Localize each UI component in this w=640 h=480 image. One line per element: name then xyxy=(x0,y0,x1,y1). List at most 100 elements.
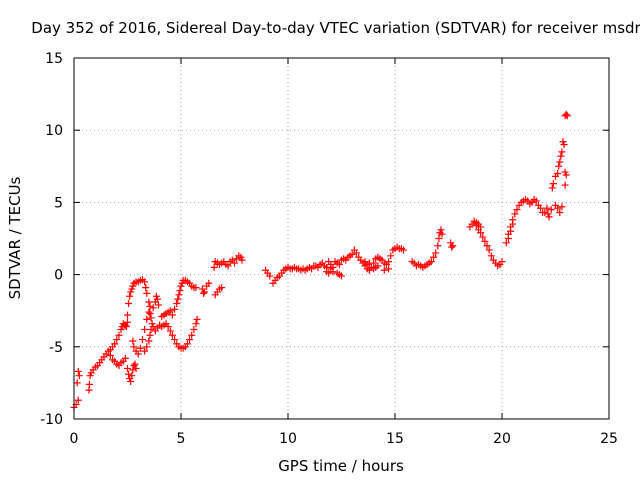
data-point xyxy=(498,258,506,266)
data-point xyxy=(548,184,556,192)
data-point xyxy=(335,260,343,268)
data-point xyxy=(238,256,246,264)
data-point xyxy=(509,220,517,228)
y-tick-labels: -10 -5 0 5 10 15 xyxy=(40,51,63,428)
data-point xyxy=(146,310,154,318)
x-axis-label: GPS time / hours xyxy=(278,457,404,475)
data-point xyxy=(143,289,151,297)
data-point xyxy=(348,250,356,258)
data-point xyxy=(141,347,149,355)
data-point xyxy=(438,230,446,238)
data-point xyxy=(513,206,521,214)
data-point xyxy=(400,246,408,254)
data-point xyxy=(113,336,121,344)
data-point xyxy=(188,331,196,339)
data-point xyxy=(558,148,566,156)
y-tick-label: -5 xyxy=(49,340,63,356)
axis-ticks xyxy=(73,57,610,420)
data-point xyxy=(555,162,563,170)
data-point xyxy=(385,258,393,266)
data-point xyxy=(266,272,274,280)
data-point xyxy=(131,360,139,368)
data-point xyxy=(434,242,442,250)
data-point xyxy=(352,249,360,257)
data-point xyxy=(190,325,198,333)
x-tick-label: 25 xyxy=(600,431,618,447)
data-point xyxy=(145,298,153,306)
x-tick-label: 0 xyxy=(70,431,79,447)
y-tick-label: -10 xyxy=(40,412,63,428)
x-tick-label: 5 xyxy=(177,431,186,447)
data-point xyxy=(338,272,345,280)
data-point xyxy=(210,263,218,271)
data-point xyxy=(153,295,161,303)
data-point xyxy=(166,307,174,315)
x-tick-label: 15 xyxy=(386,431,404,447)
plot-frame xyxy=(73,57,610,420)
x-tick-label: 20 xyxy=(493,431,511,447)
data-point xyxy=(502,239,510,247)
data-point xyxy=(541,209,549,217)
data-point xyxy=(481,237,489,245)
data-point xyxy=(173,299,181,307)
data-point xyxy=(115,331,123,339)
data-point xyxy=(125,370,133,378)
x-tick-label: 10 xyxy=(279,431,297,447)
data-point xyxy=(130,343,138,351)
data-point xyxy=(125,299,133,307)
data-point xyxy=(85,380,93,388)
data-point xyxy=(477,223,485,231)
data-point xyxy=(193,315,201,323)
data-point xyxy=(147,314,155,322)
data-points xyxy=(70,110,571,411)
data-point xyxy=(374,262,382,270)
data-point xyxy=(149,323,157,331)
data-point xyxy=(479,233,487,241)
data-point xyxy=(511,210,519,218)
data-point xyxy=(437,226,445,234)
data-point xyxy=(562,110,570,118)
data-point xyxy=(171,305,179,313)
data-point xyxy=(487,252,495,260)
y-tick-label: 15 xyxy=(45,51,63,67)
data-point xyxy=(138,336,146,344)
data-point xyxy=(141,278,149,286)
data-point xyxy=(365,259,373,267)
data-point xyxy=(124,311,131,319)
data-point xyxy=(543,204,551,212)
data-point xyxy=(562,171,570,179)
data-point xyxy=(218,284,226,292)
data-point xyxy=(124,318,131,326)
data-point xyxy=(168,331,176,339)
data-point xyxy=(448,243,456,251)
data-point xyxy=(192,320,200,328)
data-point xyxy=(224,262,232,270)
chart-title: Day 352 of 2016, Sidereal Day-to-day VTE… xyxy=(31,19,640,37)
data-point xyxy=(121,354,129,362)
data-point xyxy=(75,372,83,380)
data-point xyxy=(231,259,238,267)
data-point xyxy=(554,204,562,212)
data-point xyxy=(186,336,194,344)
data-point xyxy=(128,372,136,380)
data-point xyxy=(432,249,440,257)
y-tick-label: 0 xyxy=(54,268,63,284)
data-point xyxy=(145,308,153,316)
data-point xyxy=(136,344,144,352)
data-point xyxy=(146,331,154,339)
data-point xyxy=(129,337,137,345)
data-point xyxy=(199,289,207,297)
data-point xyxy=(127,377,135,385)
data-point xyxy=(164,323,172,331)
data-point xyxy=(132,364,140,372)
data-point xyxy=(166,327,174,335)
data-point xyxy=(549,180,557,188)
data-point xyxy=(155,301,163,309)
data-point xyxy=(554,170,562,178)
data-point xyxy=(556,158,564,166)
data-point xyxy=(74,367,82,375)
data-point xyxy=(143,315,151,323)
data-point xyxy=(143,343,151,351)
data-point xyxy=(74,396,82,404)
data-point xyxy=(168,311,176,319)
